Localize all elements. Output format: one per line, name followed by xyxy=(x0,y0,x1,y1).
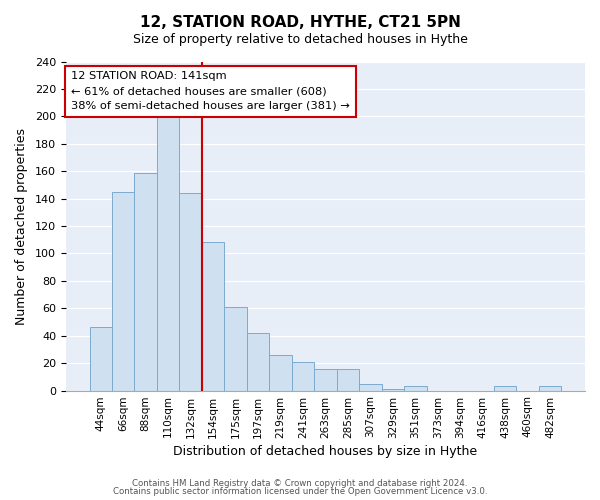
Bar xyxy=(314,368,337,390)
Bar xyxy=(382,389,404,390)
Bar xyxy=(269,355,292,390)
Bar xyxy=(179,193,202,390)
Bar xyxy=(224,307,247,390)
Bar xyxy=(404,386,427,390)
Bar xyxy=(89,328,112,390)
Text: Contains HM Land Registry data © Crown copyright and database right 2024.: Contains HM Land Registry data © Crown c… xyxy=(132,478,468,488)
Bar xyxy=(202,242,224,390)
Bar xyxy=(112,192,134,390)
Bar xyxy=(337,368,359,390)
Bar xyxy=(494,386,517,390)
Bar xyxy=(359,384,382,390)
Bar xyxy=(292,362,314,390)
Text: Size of property relative to detached houses in Hythe: Size of property relative to detached ho… xyxy=(133,32,467,46)
Bar xyxy=(539,386,562,390)
Bar xyxy=(247,333,269,390)
Bar xyxy=(134,172,157,390)
Y-axis label: Number of detached properties: Number of detached properties xyxy=(15,128,28,324)
Bar xyxy=(157,115,179,390)
Text: Contains public sector information licensed under the Open Government Licence v3: Contains public sector information licen… xyxy=(113,487,487,496)
Text: 12 STATION ROAD: 141sqm
← 61% of detached houses are smaller (608)
38% of semi-d: 12 STATION ROAD: 141sqm ← 61% of detache… xyxy=(71,72,350,111)
Text: 12, STATION ROAD, HYTHE, CT21 5PN: 12, STATION ROAD, HYTHE, CT21 5PN xyxy=(140,15,460,30)
X-axis label: Distribution of detached houses by size in Hythe: Distribution of detached houses by size … xyxy=(173,444,478,458)
